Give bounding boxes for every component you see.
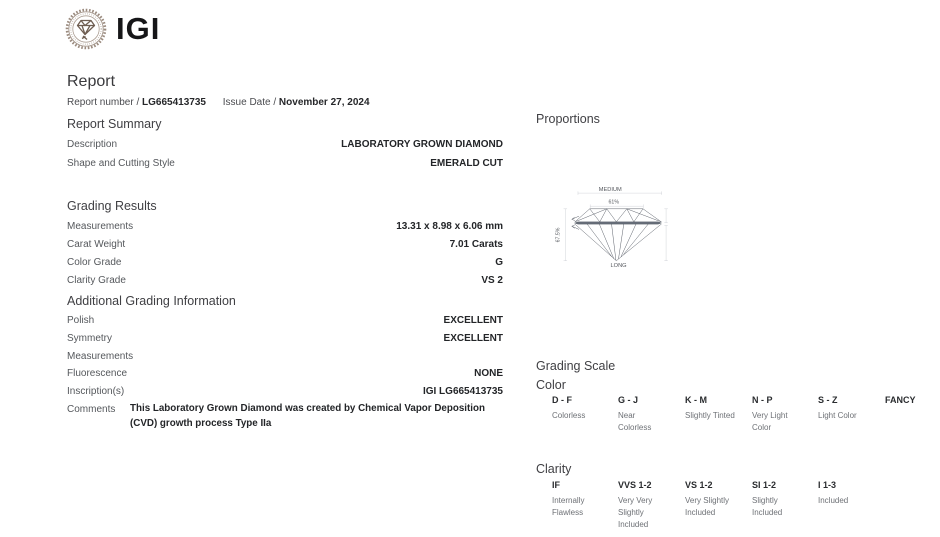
color-scale-item: N - P Very Light Color: [752, 395, 812, 434]
additional-row: Fluorescence NONE: [67, 368, 503, 381]
row-value: VS 2: [481, 275, 503, 286]
row-label: Color Grade: [67, 257, 122, 268]
ratio-label: LONG: [611, 263, 627, 269]
color-scale-item: K - M Slightly Tinted: [685, 395, 745, 422]
scale-range: G - J: [618, 395, 639, 405]
issue-date-label: Issue Date /: [222, 97, 277, 108]
diamond-proportions-diagram: MEDIUM 61% 67.5% LONG: [556, 187, 668, 269]
scale-desc: Slightly Tinted: [685, 411, 735, 420]
scale-desc: Included: [818, 496, 849, 505]
color-scale-item: G - J Near Colorless: [618, 395, 678, 434]
grading-row: Measurements 13.31 x 8.98 x 6.06 mm: [67, 221, 503, 234]
page-title: Report: [67, 73, 116, 90]
scale-range: VS 1-2: [685, 480, 713, 490]
igi-logo: IGI: [64, 6, 160, 52]
row-value: EXCELLENT: [443, 315, 503, 326]
clarity-scale-item: VS 1-2 Very Slightly Included: [685, 480, 745, 519]
scale-range: K - M: [685, 395, 707, 405]
scale-desc: Colorless: [552, 411, 586, 420]
color-scale-item: FANCY: [885, 395, 940, 410]
row-label: Symmetry: [67, 333, 112, 344]
scale-desc: Very Light Color: [752, 411, 788, 432]
scale-desc: Very Slightly Included: [685, 496, 730, 517]
row-value: 13.31 x 8.98 x 6.06 mm: [396, 221, 503, 232]
additional-heading: Additional Grading Information: [67, 294, 236, 308]
row-value: 7.01 Carats: [449, 239, 503, 250]
grading-row: Carat Weight 7.01 Carats: [67, 239, 503, 252]
scale-range: S - Z: [818, 395, 838, 405]
scale-range: IF: [552, 480, 560, 490]
diamond-profile-icon: [571, 208, 662, 261]
grading-row: Color Grade G: [67, 257, 503, 270]
row-value: EMERALD CUT: [430, 158, 503, 169]
scale-desc: Near Colorless: [618, 411, 652, 432]
table-percent-label: 61%: [609, 200, 620, 206]
row-value: LABORATORY GROWN DIAMOND: [341, 139, 503, 150]
color-scale-item: S - Z Light Color: [818, 395, 878, 422]
report-number: LG665413735: [142, 97, 206, 108]
report-number-label: Report number /: [67, 97, 140, 108]
additional-row: Inscription(s) IGI LG665413735: [67, 386, 503, 399]
row-label: Description: [67, 139, 118, 150]
summary-heading: Report Summary: [67, 117, 162, 131]
depth-percent-label: 67.5%: [556, 227, 562, 242]
logo-text: IGI: [116, 11, 161, 46]
summary-row: Description LABORATORY GROWN DIAMOND: [67, 139, 503, 152]
additional-row: Polish EXCELLENT: [67, 315, 503, 328]
row-value: EXCELLENT: [443, 333, 503, 344]
comments-value: This Laboratory Grown Diamond was create…: [130, 403, 485, 429]
additional-row: Symmetry EXCELLENT: [67, 333, 503, 346]
additional-row: Measurements: [67, 351, 503, 364]
grading-results-heading: Grading Results: [67, 199, 157, 213]
dimension-lines: [563, 191, 668, 261]
row-label: Measurements: [67, 351, 134, 362]
clarity-scale-item: SI 1-2 Slightly Included: [752, 480, 812, 519]
comments-row: Comments: [67, 404, 503, 417]
row-label: Clarity Grade: [67, 275, 126, 286]
clarity-scale-heading: Clarity: [536, 462, 572, 476]
row-value: G: [495, 257, 503, 268]
row-value: NONE: [474, 368, 503, 379]
scale-range: SI 1-2: [752, 480, 777, 490]
girdle-thickness-label: MEDIUM: [599, 187, 622, 193]
clarity-scale-item: I 1-3 Included: [818, 480, 878, 507]
color-scale: D - F Colorless G - J Near Colorless K -…: [552, 395, 940, 445]
color-scale-heading: Color: [536, 378, 566, 392]
row-label: Measurements: [67, 221, 134, 232]
row-value: IGI LG665413735: [422, 386, 503, 397]
scale-desc: Internally Flawless: [552, 496, 585, 517]
scale-range: I 1-3: [818, 480, 837, 490]
color-scale-item: D - F Colorless: [552, 395, 612, 422]
scale-range: D - F: [552, 395, 572, 405]
proportions-heading: Proportions: [536, 112, 600, 126]
row-label: Fluorescence: [67, 368, 128, 379]
report-meta: Report number / LG665413735 Issue Date /…: [67, 97, 370, 108]
scale-desc: Light Color: [818, 411, 857, 420]
clarity-scale: IF Internally Flawless VVS 1-2 Very Very…: [552, 480, 882, 535]
row-label: Inscription(s): [67, 386, 125, 397]
summary-row: Shape and Cutting Style EMERALD CUT: [67, 158, 503, 171]
comments-label: Comments: [67, 404, 116, 415]
scale-range: N - P: [752, 395, 773, 405]
igi-seal-icon: [65, 8, 107, 50]
clarity-scale-item: IF Internally Flawless: [552, 480, 612, 519]
scale-range: VVS 1-2: [618, 480, 652, 490]
grading-scale-heading: Grading Scale: [536, 359, 616, 373]
grading-row: Clarity Grade VS 2: [67, 275, 503, 288]
scale-range: FANCY: [885, 395, 916, 405]
row-label: Polish: [67, 315, 95, 326]
row-label: Carat Weight: [67, 239, 126, 250]
clarity-scale-item: VVS 1-2 Very Very Slightly Included: [618, 480, 678, 531]
issue-date: November 27, 2024: [278, 97, 370, 108]
scale-desc: Very Very Slightly Included: [618, 496, 653, 529]
scale-desc: Slightly Included: [752, 496, 783, 517]
row-label: Shape and Cutting Style: [67, 158, 175, 169]
